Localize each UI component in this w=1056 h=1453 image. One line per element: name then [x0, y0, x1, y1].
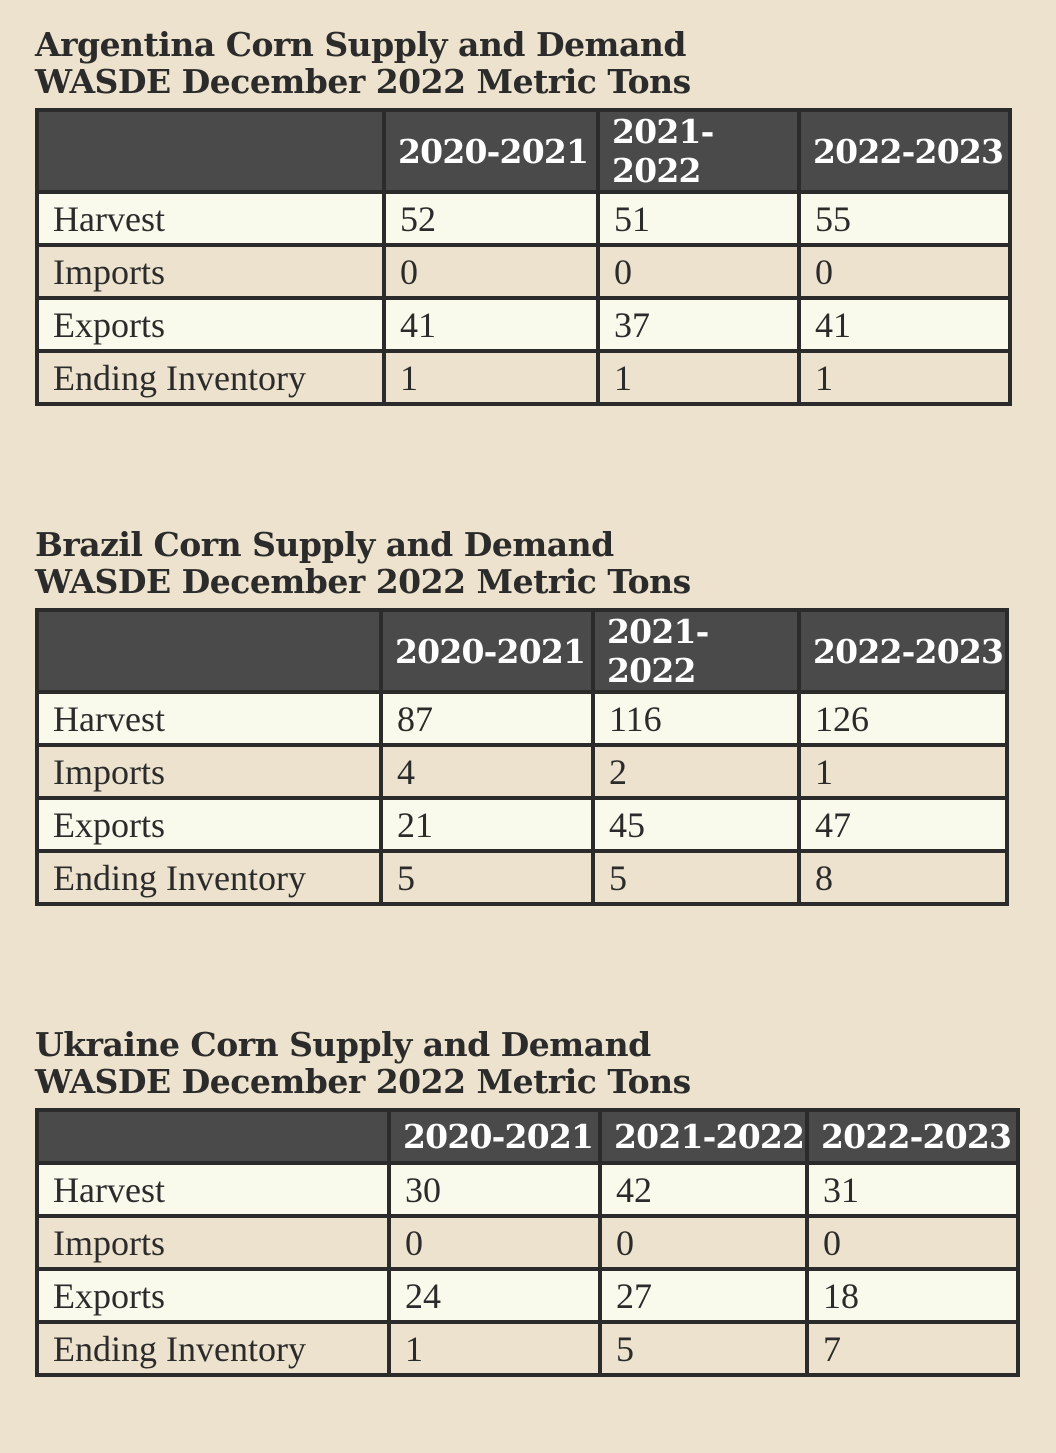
column-header: 2021-2022 — [596, 108, 801, 194]
row-label: Ending Inventory — [35, 349, 386, 406]
table-row: Harvest 52 51 55 — [35, 190, 1012, 247]
table-row: Ending Inventory 1 1 1 — [35, 349, 1012, 406]
row-label: Ending Inventory — [35, 849, 383, 906]
table-row: Exports 24 27 18 — [35, 1267, 1020, 1324]
table-title: Argentina Corn Supply and Demand — [35, 25, 686, 64]
table-cell: 27 — [598, 1267, 809, 1324]
header-corner — [35, 608, 383, 694]
column-header: 2021-2022 — [598, 1108, 809, 1165]
table-cell: 1 — [797, 349, 1012, 406]
column-header: 2020-2021 — [379, 608, 595, 694]
table-cell: 116 — [591, 690, 801, 747]
table-cell: 126 — [797, 690, 1009, 747]
table-subtitle: WASDE December 2022 Metric Tons — [35, 62, 691, 101]
column-header: 2022-2023 — [805, 1108, 1020, 1165]
table-cell: 30 — [387, 1161, 602, 1218]
table-subtitle: WASDE December 2022 Metric Tons — [35, 562, 691, 601]
table-cell: 0 — [805, 1214, 1020, 1271]
row-label: Imports — [35, 1214, 391, 1271]
table-cell: 45 — [591, 796, 801, 853]
header-row: 2020-2021 2021-2022 2022-2023 — [35, 1108, 1020, 1165]
table-row: Harvest 87 116 126 — [35, 690, 1009, 747]
table-row: Harvest 30 42 31 — [35, 1161, 1020, 1218]
table-subtitle: WASDE December 2022 Metric Tons — [35, 1062, 691, 1101]
row-label: Imports — [35, 743, 383, 800]
table-cell: 0 — [387, 1214, 602, 1271]
table-cell: 4 — [379, 743, 595, 800]
row-label: Harvest — [35, 690, 383, 747]
table-row: Imports 0 0 0 — [35, 243, 1012, 300]
table-cell: 37 — [596, 296, 801, 353]
table-row: Imports 4 2 1 — [35, 743, 1009, 800]
table-cell: 55 — [797, 190, 1012, 247]
table-cell: 31 — [805, 1161, 1020, 1218]
table-cell: 0 — [797, 243, 1012, 300]
ukraine-table: 2020-2021 2021-2022 2022-2023 Harvest 30… — [35, 1108, 1020, 1377]
argentina-section: Argentina Corn Supply and Demand WASDE D… — [35, 26, 1012, 406]
row-label: Ending Inventory — [35, 1320, 391, 1377]
table-cell: 2 — [591, 743, 801, 800]
header-row: 2020-2021 2021-2022 2022-2023 — [35, 608, 1009, 694]
table-cell: 52 — [382, 190, 600, 247]
table-cell: 18 — [805, 1267, 1020, 1324]
column-header: 2022-2023 — [797, 108, 1012, 194]
table-title: Brazil Corn Supply and Demand — [35, 525, 614, 564]
row-label: Exports — [35, 296, 386, 353]
table-cell: 5 — [379, 849, 595, 906]
table-cell: 0 — [382, 243, 600, 300]
column-header: 2021-2022 — [591, 608, 801, 694]
table-cell: 41 — [382, 296, 600, 353]
table-row: Ending Inventory 1 5 7 — [35, 1320, 1020, 1377]
table-cell: 1 — [387, 1320, 602, 1377]
argentina-table: 2020-2021 2021-2022 2022-2023 Harvest 52… — [35, 108, 1012, 406]
header-corner — [35, 1108, 391, 1165]
table-cell: 1 — [382, 349, 600, 406]
brazil-section: Brazil Corn Supply and Demand WASDE Dece… — [35, 526, 1009, 906]
table-cell: 21 — [379, 796, 595, 853]
header-corner — [35, 108, 386, 194]
row-label: Exports — [35, 1267, 391, 1324]
column-header: 2020-2021 — [387, 1108, 602, 1165]
table-cell: 7 — [805, 1320, 1020, 1377]
table-cell: 0 — [598, 1214, 809, 1271]
table-cell: 5 — [591, 849, 801, 906]
table-row: Imports 0 0 0 — [35, 1214, 1020, 1271]
table-cell: 51 — [596, 190, 801, 247]
table-cell: 5 — [598, 1320, 809, 1377]
table-row: Ending Inventory 5 5 8 — [35, 849, 1009, 906]
header-row: 2020-2021 2021-2022 2022-2023 — [35, 108, 1012, 194]
table-cell: 0 — [596, 243, 801, 300]
row-label: Harvest — [35, 1161, 391, 1218]
table-cell: 8 — [797, 849, 1009, 906]
table-cell: 87 — [379, 690, 595, 747]
table-cell: 1 — [596, 349, 801, 406]
table-cell: 24 — [387, 1267, 602, 1324]
ukraine-section: Ukraine Corn Supply and Demand WASDE Dec… — [35, 1026, 1020, 1377]
table-cell: 41 — [797, 296, 1012, 353]
table-cell: 42 — [598, 1161, 809, 1218]
table-row: Exports 21 45 47 — [35, 796, 1009, 853]
row-label: Exports — [35, 796, 383, 853]
column-header: 2022-2023 — [797, 608, 1009, 694]
row-label: Imports — [35, 243, 386, 300]
column-header: 2020-2021 — [382, 108, 600, 194]
table-cell: 1 — [797, 743, 1009, 800]
table-row: Exports 41 37 41 — [35, 296, 1012, 353]
table-cell: 47 — [797, 796, 1009, 853]
row-label: Harvest — [35, 190, 386, 247]
table-title: Ukraine Corn Supply and Demand — [35, 1025, 651, 1064]
brazil-table: 2020-2021 2021-2022 2022-2023 Harvest 87… — [35, 608, 1009, 906]
